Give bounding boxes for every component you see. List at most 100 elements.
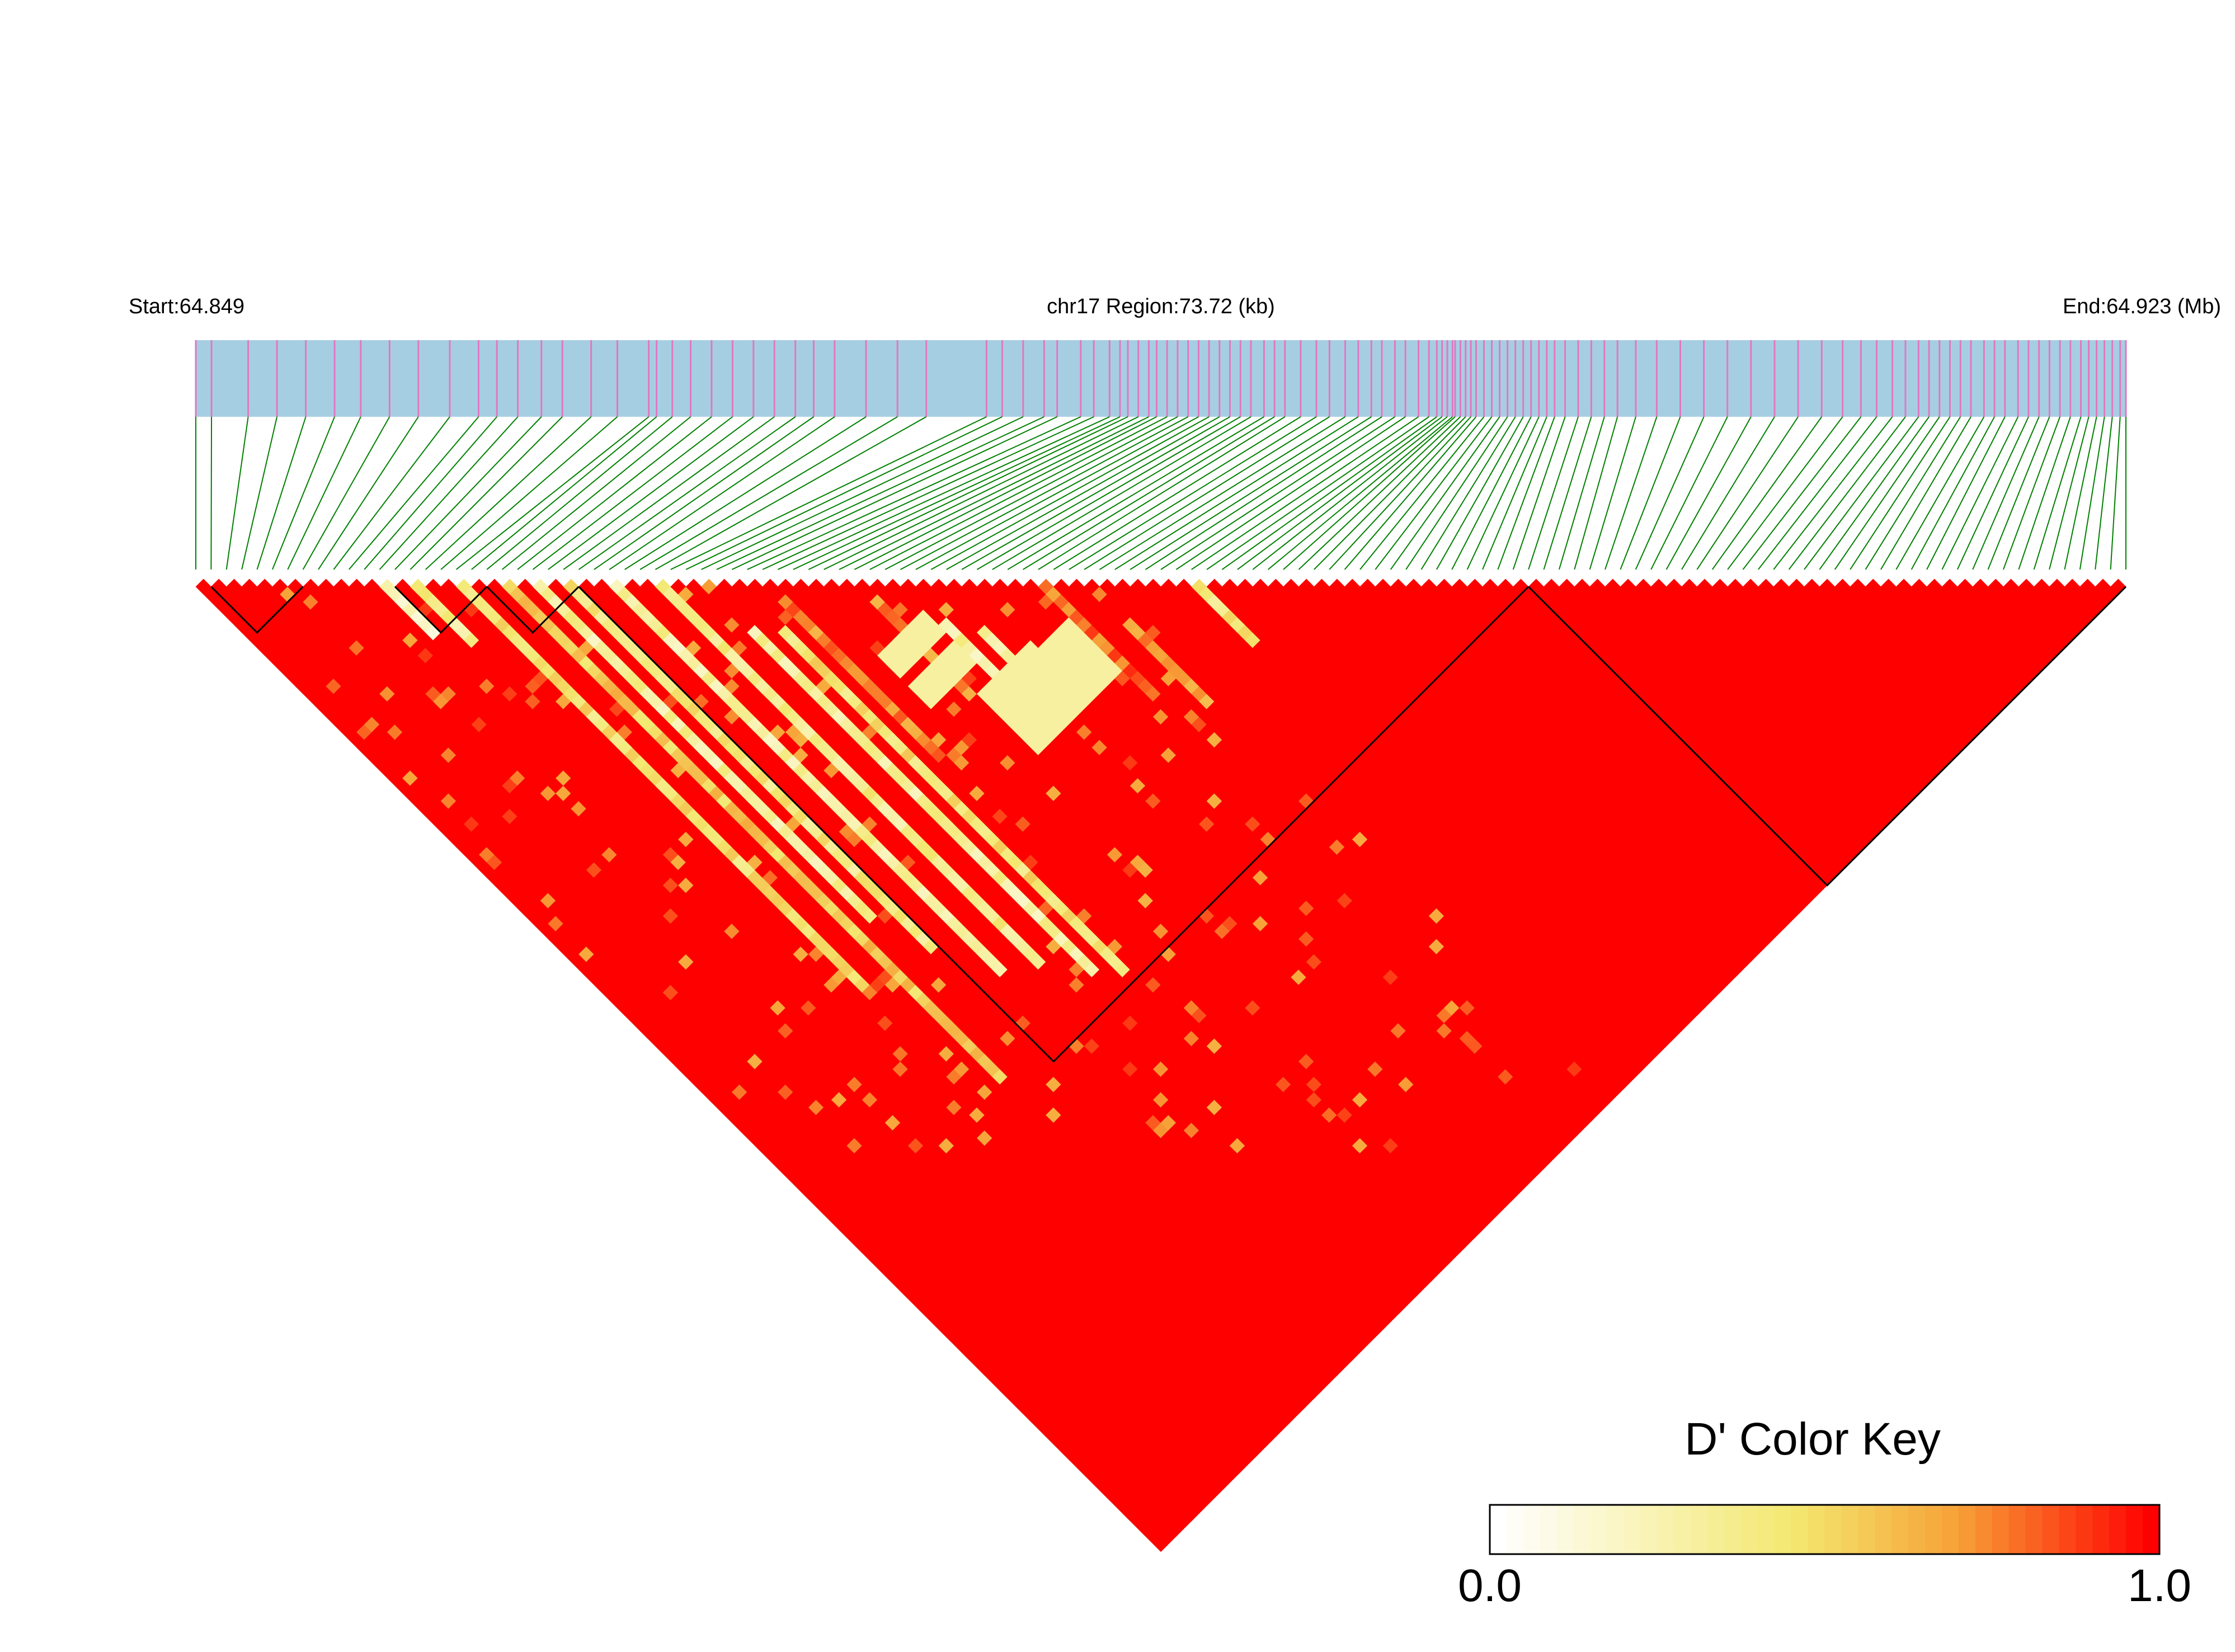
snp-connector xyxy=(854,416,1157,570)
snp-connector xyxy=(1023,416,1275,570)
snp-connector xyxy=(1298,416,1461,570)
snp-connector xyxy=(1329,416,1471,570)
snp-connector xyxy=(701,416,1024,570)
snp-connector xyxy=(624,416,867,570)
snp-connector xyxy=(655,416,927,570)
snp-connector xyxy=(1528,416,1579,570)
snp-connector xyxy=(349,416,479,570)
snp-connector xyxy=(287,416,361,570)
snp-connector xyxy=(639,416,898,570)
snp-connector xyxy=(486,416,673,570)
snp-connector xyxy=(1099,416,1345,570)
snp-connector xyxy=(364,416,497,570)
snp-connector xyxy=(1742,416,1862,570)
snp-connector xyxy=(884,416,1178,570)
snp-connector xyxy=(1865,416,1961,570)
snp-connector xyxy=(1007,416,1264,570)
snp-connector xyxy=(2049,416,2090,570)
snp-connector xyxy=(1956,416,2029,570)
snp-connector xyxy=(410,416,563,570)
snp-connector xyxy=(1681,416,1775,570)
snp-connector xyxy=(548,416,754,570)
snp-connector xyxy=(1451,416,1532,570)
snp-connector xyxy=(824,416,1139,570)
snp-connector xyxy=(2110,416,2121,570)
snp-connector xyxy=(808,416,1128,570)
snp-connector xyxy=(1773,416,1893,570)
snp-connector xyxy=(793,416,1121,570)
snp-connector xyxy=(1359,416,1485,570)
gene-track xyxy=(195,340,2127,417)
snp-connector xyxy=(976,416,1241,570)
snp-connector xyxy=(455,416,650,570)
snp-connector xyxy=(1711,416,1823,570)
snp-connector xyxy=(1620,416,1681,570)
snp-connector xyxy=(1850,416,1951,570)
snp-connector xyxy=(563,416,775,570)
snp-connector xyxy=(1420,416,1516,570)
snp-connector xyxy=(1482,416,1547,570)
snp-connector xyxy=(930,416,1210,570)
start-label: Start:64.849 xyxy=(129,295,244,318)
snp-connector xyxy=(517,416,712,570)
snp-connector xyxy=(1665,416,1752,570)
region-label: chr17 Region:73.72 (kb) xyxy=(1047,295,1275,318)
snp-connector xyxy=(869,416,1168,570)
snp-connector xyxy=(532,416,733,570)
snp-connector xyxy=(1130,416,1372,570)
snp-connector xyxy=(2033,416,2082,570)
snp-connector xyxy=(333,416,450,570)
snp-connector xyxy=(1834,416,1940,570)
chart-header: Start:64.849 chr17 Region:73.72 (kb) End… xyxy=(129,295,2221,318)
snp-connector xyxy=(440,416,618,570)
end-label: End:64.923 (Mb) xyxy=(2063,295,2221,318)
snp-connector xyxy=(1283,416,1456,570)
snp-connector xyxy=(2079,416,2105,570)
snp-connector xyxy=(1558,416,1605,570)
snp-connector xyxy=(1605,416,1658,570)
snp-connector xyxy=(946,416,1220,570)
snp-connector xyxy=(670,416,987,570)
snp-connector xyxy=(425,416,592,570)
snp-connector-lines xyxy=(195,416,2126,570)
snp-connector xyxy=(1344,416,1477,570)
snp-connector xyxy=(1650,416,1728,570)
snp-connector xyxy=(578,416,796,570)
snp-connector xyxy=(747,416,1081,570)
snp-connector xyxy=(271,416,335,570)
snp-connector xyxy=(1987,416,2050,570)
snp-connector xyxy=(1926,416,2006,570)
snp-connector xyxy=(1268,416,1453,570)
snp-connector xyxy=(1206,416,1429,570)
snp-connector xyxy=(241,416,278,570)
snp-connector xyxy=(1069,416,1317,570)
snp-connector xyxy=(1819,416,1930,570)
snp-connector xyxy=(1466,416,1540,570)
snp-connector xyxy=(1880,416,1971,570)
snp-connector xyxy=(685,416,1003,570)
snp-connector xyxy=(731,416,1058,570)
snp-connector xyxy=(915,416,1199,570)
snp-connector xyxy=(256,416,307,570)
snp-connector xyxy=(1237,416,1443,570)
snp-connector xyxy=(1895,416,1985,570)
snp-connector xyxy=(762,416,1094,570)
ld-heatmap xyxy=(195,578,2126,1552)
snp-connector xyxy=(961,416,1231,570)
snp-connector xyxy=(302,416,390,570)
snp-connector xyxy=(1574,416,1618,570)
snp-connector xyxy=(1405,416,1508,570)
snp-connector xyxy=(1252,416,1448,570)
snp-connector xyxy=(1941,416,2019,570)
snp-connector xyxy=(318,416,419,570)
snp-connector xyxy=(1314,416,1466,570)
snp-connector xyxy=(1375,416,1493,570)
snp-connector xyxy=(716,416,1044,570)
snp-connector xyxy=(1390,416,1500,570)
snp-connector xyxy=(1038,416,1286,570)
snp-connector xyxy=(1191,416,1419,570)
snp-connector xyxy=(1436,416,1524,570)
snp-connector xyxy=(839,416,1149,570)
snp-connector xyxy=(1788,416,1906,570)
